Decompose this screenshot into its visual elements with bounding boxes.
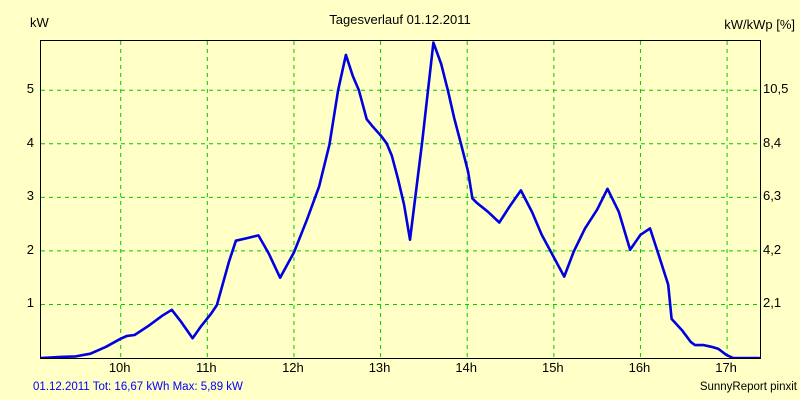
y-axis-tick-label: 4 bbox=[26, 134, 34, 150]
x-axis-tick-label: 14h bbox=[455, 360, 478, 375]
y-axis-tick-label: 2 bbox=[26, 241, 34, 257]
report-credit-text: SunnyReport pinxit bbox=[699, 381, 797, 393]
daily-summary-text: 01.12.2011 Tot: 16,67 kWh Max: 5,89 kW bbox=[33, 381, 243, 393]
x-axis-tick-label: 15h bbox=[541, 360, 564, 375]
y-axis-tick-label: 8,4 bbox=[763, 134, 782, 150]
x-axis-tick-label: 10h bbox=[108, 360, 131, 375]
y-axis-tick-label: 5 bbox=[26, 81, 34, 97]
left-axis-unit-label: kW bbox=[30, 15, 49, 30]
x-axis-tick-label: 13h bbox=[368, 360, 391, 375]
plot-svg bbox=[41, 41, 760, 358]
y-axis-tick-label: 1 bbox=[26, 295, 34, 311]
y-axis-tick-label: 3 bbox=[26, 188, 34, 204]
y-axis-tick-label: 4,2 bbox=[763, 241, 782, 257]
y-axis-tick-label: 10,5 bbox=[763, 81, 789, 97]
x-axis-tick-label: 12h bbox=[282, 360, 304, 375]
y-axis-tick-label: 2,1 bbox=[763, 295, 782, 311]
power-curve bbox=[41, 41, 760, 358]
chart-title: Tagesverlauf 01.12.2011 bbox=[329, 12, 471, 27]
left-axis-ticks: 1 2 3 4 5 bbox=[0, 40, 36, 357]
plot-area bbox=[40, 40, 761, 359]
right-axis-unit-label: kW/kWp [%] bbox=[724, 17, 795, 32]
x-axis-tick-label: 16h bbox=[628, 360, 651, 375]
x-axis-ticks: 10h 11h 12h 13h 14h 15h 16h 17h bbox=[40, 360, 759, 378]
y-axis-tick-label: 6,3 bbox=[763, 188, 782, 204]
x-axis-tick-label: 11h bbox=[195, 360, 217, 375]
x-axis-tick-label: 17h bbox=[715, 360, 737, 375]
right-axis-ticks: 2,1 4,2 6,3 8,4 10,5 bbox=[763, 40, 800, 357]
